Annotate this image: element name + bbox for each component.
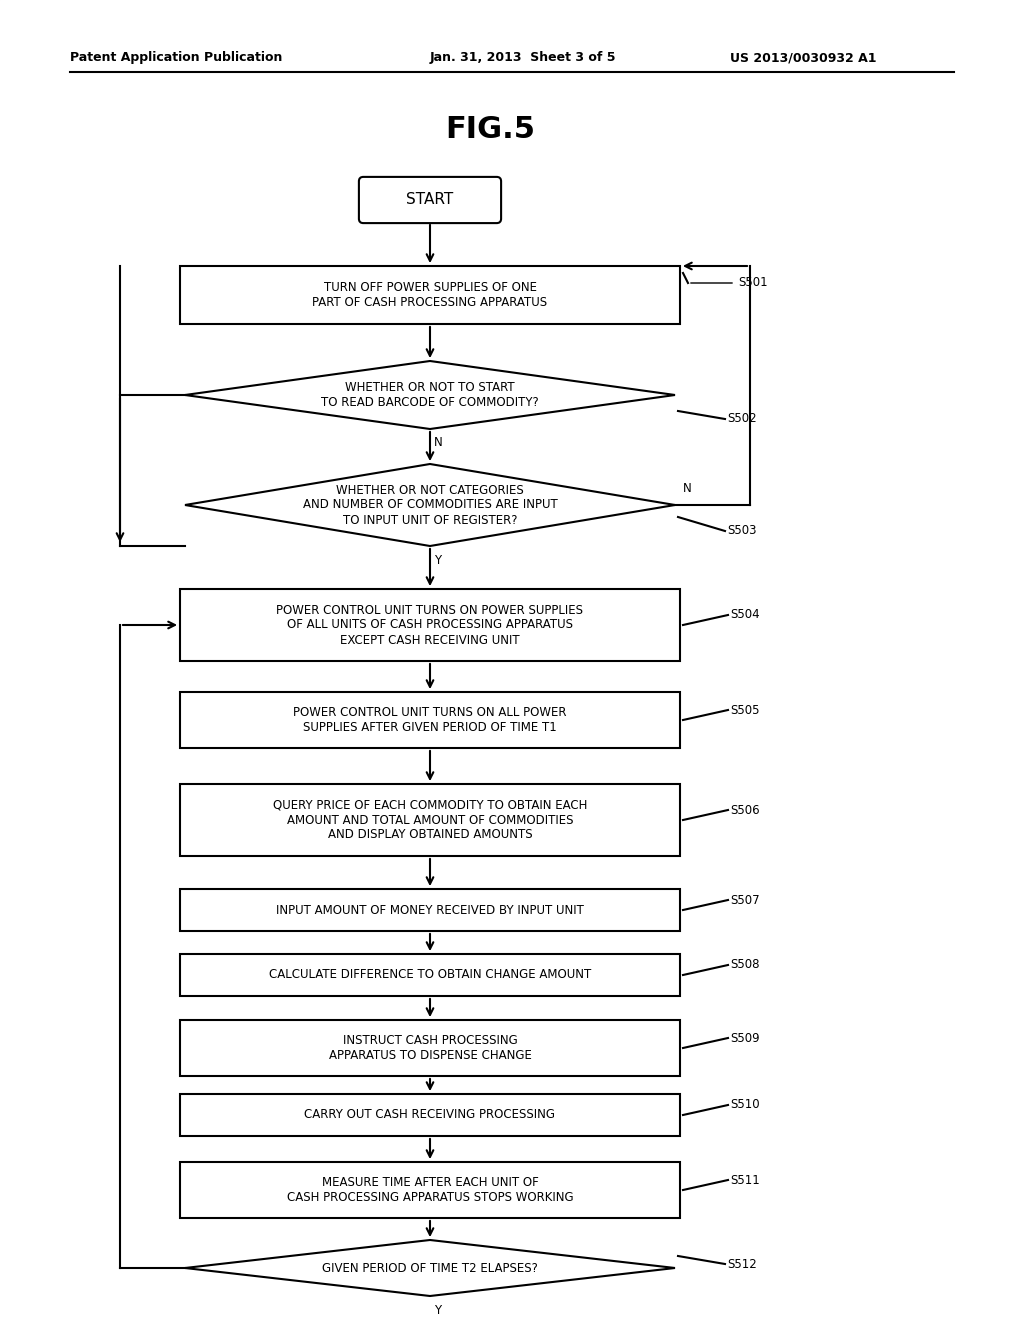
Text: POWER CONTROL UNIT TURNS ON ALL POWER
SUPPLIES AFTER GIVEN PERIOD OF TIME T1: POWER CONTROL UNIT TURNS ON ALL POWER SU… (293, 706, 566, 734)
Text: N: N (683, 483, 692, 495)
Text: S508: S508 (730, 958, 760, 972)
Text: S503: S503 (727, 524, 757, 537)
Text: S504: S504 (730, 609, 760, 622)
Bar (180, 954, 680, 997)
Text: S507: S507 (730, 894, 760, 907)
Text: INPUT AMOUNT OF MONEY RECEIVED BY INPUT UNIT: INPUT AMOUNT OF MONEY RECEIVED BY INPUT … (276, 903, 584, 916)
Text: S502: S502 (727, 412, 757, 425)
Text: Jan. 31, 2013  Sheet 3 of 5: Jan. 31, 2013 Sheet 3 of 5 (430, 51, 616, 65)
Text: S501: S501 (738, 276, 768, 289)
Text: FIG.5: FIG.5 (445, 116, 535, 144)
Text: CALCULATE DIFFERENCE TO OBTAIN CHANGE AMOUNT: CALCULATE DIFFERENCE TO OBTAIN CHANGE AM… (269, 969, 591, 982)
Text: S511: S511 (730, 1173, 760, 1187)
Bar (180, 1094, 680, 1137)
Bar (180, 589, 680, 661)
Text: S506: S506 (730, 804, 760, 817)
Text: POWER CONTROL UNIT TURNS ON POWER SUPPLIES
OF ALL UNITS OF CASH PROCESSING APPAR: POWER CONTROL UNIT TURNS ON POWER SUPPLI… (276, 603, 584, 647)
Text: N: N (433, 437, 442, 450)
Text: S509: S509 (730, 1031, 760, 1044)
Text: START: START (407, 193, 454, 207)
Text: S505: S505 (730, 704, 760, 717)
Bar (180, 267, 680, 323)
Text: WHETHER OR NOT CATEGORIES
AND NUMBER OF COMMODITIES ARE INPUT
TO INPUT UNIT OF R: WHETHER OR NOT CATEGORIES AND NUMBER OF … (303, 483, 557, 527)
Bar (180, 1162, 680, 1218)
Bar (180, 692, 680, 748)
Text: QUERY PRICE OF EACH COMMODITY TO OBTAIN EACH
AMOUNT AND TOTAL AMOUNT OF COMMODIT: QUERY PRICE OF EACH COMMODITY TO OBTAIN … (272, 799, 587, 842)
Bar (180, 888, 680, 931)
Text: GIVEN PERIOD OF TIME T2 ELAPSES?: GIVEN PERIOD OF TIME T2 ELAPSES? (323, 1262, 538, 1275)
Text: Y: Y (434, 1304, 441, 1316)
Text: CARRY OUT CASH RECEIVING PROCESSING: CARRY OUT CASH RECEIVING PROCESSING (304, 1109, 555, 1122)
Text: US 2013/0030932 A1: US 2013/0030932 A1 (730, 51, 877, 65)
Text: INSTRUCT CASH PROCESSING
APPARATUS TO DISPENSE CHANGE: INSTRUCT CASH PROCESSING APPARATUS TO DI… (329, 1034, 531, 1063)
Text: Patent Application Publication: Patent Application Publication (70, 51, 283, 65)
Text: MEASURE TIME AFTER EACH UNIT OF
CASH PROCESSING APPARATUS STOPS WORKING: MEASURE TIME AFTER EACH UNIT OF CASH PRO… (287, 1176, 573, 1204)
Bar (180, 784, 680, 855)
Bar (180, 1020, 680, 1076)
Text: S510: S510 (730, 1098, 760, 1111)
Text: TURN OFF POWER SUPPLIES OF ONE
PART OF CASH PROCESSING APPARATUS: TURN OFF POWER SUPPLIES OF ONE PART OF C… (312, 281, 548, 309)
Text: Y: Y (434, 553, 441, 566)
Text: WHETHER OR NOT TO START
TO READ BARCODE OF COMMODITY?: WHETHER OR NOT TO START TO READ BARCODE … (322, 381, 539, 409)
Text: S512: S512 (727, 1258, 757, 1270)
